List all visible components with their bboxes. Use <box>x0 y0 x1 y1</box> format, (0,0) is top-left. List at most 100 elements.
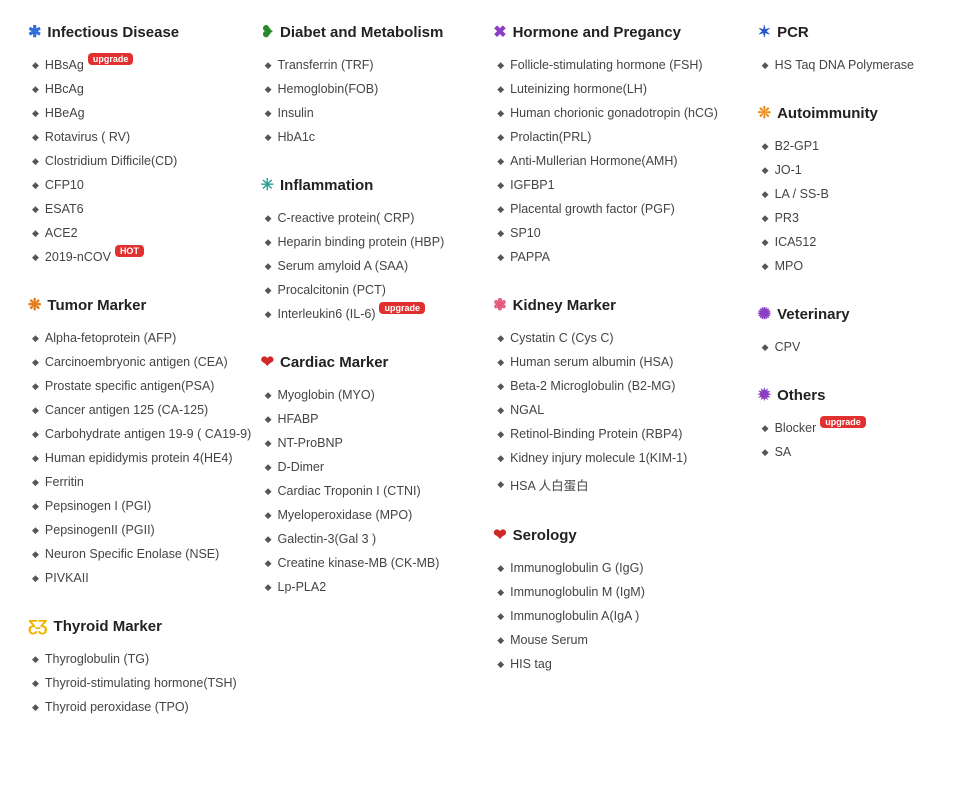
bullet-icon: ◆ <box>497 180 504 191</box>
item-label: Galectin-3(Gal 3 ) <box>278 532 377 546</box>
list-item[interactable]: ◆Kidney injury molecule 1(KIM-1) <box>493 446 737 470</box>
section-title[interactable]: ❊Autoimmunity <box>758 105 949 122</box>
list-item[interactable]: ◆SA <box>758 440 949 464</box>
list-item[interactable]: ◆Galectin-3(Gal 3 ) <box>261 527 474 551</box>
list-item[interactable]: ◆Anti-Mullerian Hormone(AMH) <box>493 149 737 173</box>
list-item[interactable]: ◆Hemoglobin(FOB) <box>261 77 474 101</box>
list-item[interactable]: ◆PIVKAII <box>28 566 241 590</box>
section-title[interactable]: ✱Infectious Disease <box>28 24 241 41</box>
section-title[interactable]: ✶PCR <box>758 24 949 41</box>
list-item[interactable]: ◆HBsAgupgrade <box>28 53 241 77</box>
list-item[interactable]: ◆NT-ProBNP <box>261 431 474 455</box>
list-item[interactable]: ◆ICA512 <box>758 230 949 254</box>
section-title[interactable]: ❋Tumor Marker <box>28 297 241 314</box>
list-item[interactable]: ◆HBeAg <box>28 101 241 125</box>
list-item[interactable]: ◆Prolactin(PRL) <box>493 125 737 149</box>
list-item[interactable]: ◆Placental growth factor (PGF) <box>493 197 737 221</box>
list-item[interactable]: ◆Prostate specific antigen(PSA) <box>28 374 241 398</box>
section-title-text: Autoimmunity <box>777 105 878 122</box>
list-item[interactable]: ◆Myeloperoxidase (MPO) <box>261 503 474 527</box>
list-item[interactable]: ◆Heparin binding protein (HBP) <box>261 230 474 254</box>
bullet-icon: ◆ <box>497 659 504 670</box>
list-item[interactable]: ◆Procalcitonin (PCT) <box>261 278 474 302</box>
item-label: ICA512 <box>775 235 817 249</box>
list-item[interactable]: ◆CFP10 <box>28 173 241 197</box>
list-item[interactable]: ◆Immunoglobulin G (IgG) <box>493 556 737 580</box>
list-item[interactable]: ◆Carbohydrate antigen 19-9 ( CA19-9) <box>28 422 241 446</box>
column-2: ❥Diabet and Metabolism ◆Transferrin (TRF)… <box>261 24 474 627</box>
list-item[interactable]: ◆Transferrin (TRF) <box>261 53 474 77</box>
list-item[interactable]: ◆HbA1c <box>261 125 474 149</box>
list-item[interactable]: ◆C-reactive protein( CRP) <box>261 206 474 230</box>
list-item[interactable]: ◆Thyroid peroxidase (TPO) <box>28 695 241 719</box>
list-item[interactable]: ◆Interleukin6 (IL-6)upgrade <box>261 302 474 326</box>
list-item[interactable]: ◆SP10 <box>493 221 737 245</box>
list-item[interactable]: ◆Neuron Specific Enolase (NSE) <box>28 542 241 566</box>
list-item[interactable]: ◆Immunoglobulin A(IgA ) <box>493 604 737 628</box>
section-title[interactable]: Ƹ̵ƷThyroid Marker <box>28 618 241 635</box>
list-item[interactable]: ◆Clostridium Difficile(CD) <box>28 149 241 173</box>
list-item[interactable]: ◆ESAT6 <box>28 197 241 221</box>
dna-icon: ✶ <box>758 25 771 41</box>
list-item[interactable]: ◆IGFBP1 <box>493 173 737 197</box>
list-item[interactable]: ◆MPO <box>758 254 949 278</box>
section-title[interactable]: ✺Veterinary <box>758 306 949 323</box>
list-item[interactable]: ◆Pepsinogen I (PGI) <box>28 494 241 518</box>
list-item[interactable]: ◆Human epididymis protein 4(HE4) <box>28 446 241 470</box>
list-item[interactable]: ◆2019-nCOVHOT <box>28 245 241 269</box>
list-item[interactable]: ◆B2-GP1 <box>758 134 949 158</box>
section-title[interactable]: ✹Others <box>758 387 949 404</box>
section-title-text: Hormone and Pregancy <box>513 24 681 41</box>
list-item[interactable]: ◆Immunoglobulin M (IgM) <box>493 580 737 604</box>
list-item[interactable]: ◆HBcAg <box>28 77 241 101</box>
list-item[interactable]: ◆D-Dimer <box>261 455 474 479</box>
list-item[interactable]: ◆HSA 人白蛋白 <box>493 470 737 499</box>
list-item[interactable]: ◆Thyroglobulin (TG) <box>28 647 241 671</box>
list-item[interactable]: ◆HIS tag <box>493 652 737 676</box>
list-item[interactable]: ◆HFABP <box>261 407 474 431</box>
section-items: ◆CPV <box>758 335 949 359</box>
item-label: Thyroid peroxidase (TPO) <box>45 700 189 714</box>
list-item[interactable]: ◆Serum amyloid A (SAA) <box>261 254 474 278</box>
section-title[interactable]: ❥Diabet and Metabolism <box>261 24 474 41</box>
list-item[interactable]: ◆Luteinizing hormone(LH) <box>493 77 737 101</box>
list-item[interactable]: ◆Human chorionic gonadotropin (hCG) <box>493 101 737 125</box>
list-item[interactable]: ◆Beta-2 Microglobulin (B2-MG) <box>493 374 737 398</box>
item-label: CPV <box>775 340 801 354</box>
list-item[interactable]: ◆LA / SS-B <box>758 182 949 206</box>
item-label: Thyroid-stimulating hormone(TSH) <box>45 676 237 690</box>
list-item[interactable]: ◆Thyroid-stimulating hormone(TSH) <box>28 671 241 695</box>
list-item[interactable]: ◆PR3 <box>758 206 949 230</box>
section-title[interactable]: ❤Serology <box>493 527 737 544</box>
list-item[interactable]: ◆PAPPA <box>493 245 737 269</box>
list-item[interactable]: ◆HS Taq DNA Polymerase <box>758 53 949 77</box>
list-item[interactable]: ◆Rotavirus ( RV) <box>28 125 241 149</box>
list-item[interactable]: ◆Cystatin C (Cys C) <box>493 326 737 350</box>
list-item[interactable]: ◆Human serum albumin (HSA) <box>493 350 737 374</box>
list-item[interactable]: ◆Cardiac Troponin I (CTNI) <box>261 479 474 503</box>
list-item[interactable]: ◆Alpha-fetoprotein (AFP) <box>28 326 241 350</box>
list-item[interactable]: ◆Mouse Serum <box>493 628 737 652</box>
list-item[interactable]: ◆Lp-PLA2 <box>261 575 474 599</box>
list-item[interactable]: ◆Insulin <box>261 101 474 125</box>
section-title[interactable]: ✖Hormone and Pregancy <box>493 24 737 41</box>
list-item[interactable]: ◆PepsinogenII (PGII) <box>28 518 241 542</box>
list-item[interactable]: ◆Ferritin <box>28 470 241 494</box>
item-label: Interleukin6 (IL-6) <box>278 307 376 321</box>
list-item[interactable]: ◆Retinol-Binding Protein (RBP4) <box>493 422 737 446</box>
list-item[interactable]: ◆NGAL <box>493 398 737 422</box>
list-item[interactable]: ◆Carcinoembryonic antigen (CEA) <box>28 350 241 374</box>
section-title[interactable]: ❃Kidney Marker <box>493 297 737 314</box>
bullet-icon: ◆ <box>265 285 272 296</box>
section-title[interactable]: ✳Inflammation <box>261 177 474 194</box>
bullet-icon: ◆ <box>32 84 39 95</box>
list-item[interactable]: ◆Myoglobin (MYO) <box>261 383 474 407</box>
list-item[interactable]: ◆Creatine kinase-MB (CK-MB) <box>261 551 474 575</box>
list-item[interactable]: ◆Follicle-stimulating hormone (FSH) <box>493 53 737 77</box>
list-item[interactable]: ◆CPV <box>758 335 949 359</box>
list-item[interactable]: ◆Blockerupgrade <box>758 416 949 440</box>
list-item[interactable]: ◆Cancer antigen 125 (CA-125) <box>28 398 241 422</box>
section-title[interactable]: ❤Cardiac Marker <box>261 354 474 371</box>
list-item[interactable]: ◆ACE2 <box>28 221 241 245</box>
list-item[interactable]: ◆JO-1 <box>758 158 949 182</box>
